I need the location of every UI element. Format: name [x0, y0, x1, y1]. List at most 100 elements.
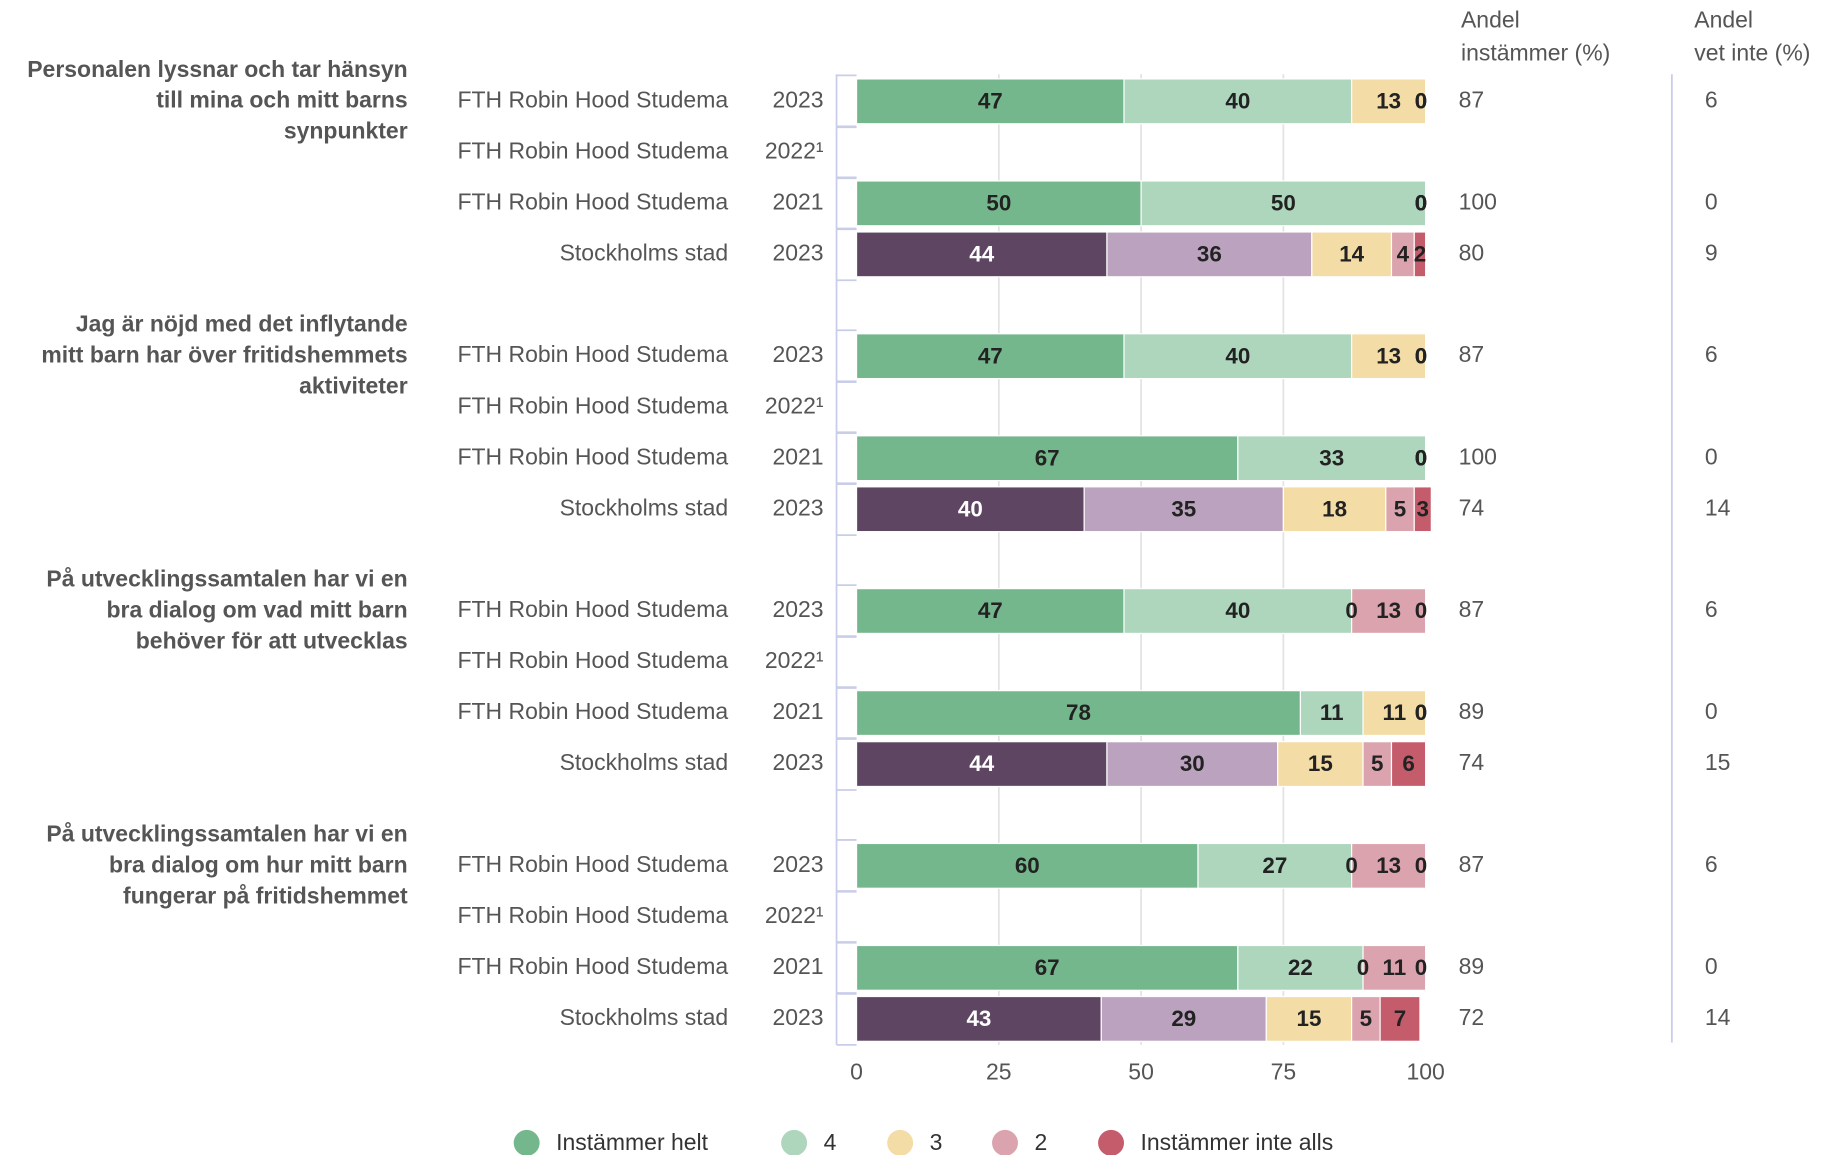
bar-segment: [1140, 180, 1427, 227]
data-label: 0: [1345, 598, 1357, 623]
column-value: 15: [1705, 749, 1731, 775]
bar-segment: [1351, 588, 1427, 634]
row-entity: FTH Robin Hood Studema: [457, 902, 728, 928]
data-label: 0: [1415, 445, 1427, 470]
data-label: 2: [1414, 241, 1426, 266]
bar-segment: [855, 588, 1125, 634]
bar-segment: [1351, 78, 1427, 125]
bar-segment: [1413, 486, 1432, 533]
row-year: 2023: [772, 1004, 823, 1030]
data-label: 40: [958, 496, 983, 521]
data-label: 5: [1360, 1006, 1372, 1031]
column-value: 87: [1459, 86, 1485, 112]
column-value: 89: [1459, 698, 1485, 724]
column-value: 80: [1459, 239, 1485, 265]
data-label: 11: [1320, 700, 1344, 725]
data-label: 18: [1322, 496, 1347, 521]
bar-segment: [1100, 995, 1267, 1042]
data-label: 0: [1415, 190, 1427, 215]
bar-segment: [1362, 944, 1427, 991]
x-tick-label: 25: [986, 1058, 1012, 1084]
data-label: 11: [1383, 955, 1407, 980]
data-label: 13: [1376, 853, 1401, 878]
bar-segment: [1197, 842, 1353, 889]
bar-segment: [1413, 231, 1427, 278]
column-header: Andel: [1694, 6, 1753, 32]
legend-swatch: [513, 1129, 540, 1155]
bar-segment: [1362, 741, 1393, 788]
column-header: instämmer (%): [1461, 39, 1610, 65]
bar-segment: [1123, 588, 1353, 634]
bar-segment: [1123, 333, 1353, 380]
column-value: 72: [1459, 1004, 1485, 1030]
bar-segment: [855, 333, 1125, 380]
bar-segment: [1282, 486, 1387, 533]
row-year: 2021: [772, 188, 823, 214]
row-entity: FTH Robin Hood Studema: [457, 698, 728, 724]
data-label: 43: [966, 1006, 991, 1031]
column-value: 87: [1459, 341, 1485, 367]
row-year: 2023: [772, 341, 823, 367]
data-label: 27: [1262, 853, 1287, 878]
bar-segment: [1379, 995, 1421, 1042]
row-year: 2022¹: [765, 902, 824, 928]
data-label: 40: [1225, 88, 1250, 113]
data-label: 0: [1415, 853, 1427, 878]
row-entity: Stockholms stad: [560, 239, 729, 265]
row-entity: FTH Robin Hood Studema: [457, 137, 728, 163]
column-value: 9: [1705, 239, 1718, 265]
legend-swatch: [992, 1129, 1018, 1155]
question: bra dialog om vad mitt barn: [106, 596, 407, 622]
column-value: 6: [1705, 341, 1718, 367]
data-label: 36: [1197, 241, 1222, 266]
column-header: Andel: [1461, 6, 1520, 32]
bar-segment: [1106, 741, 1279, 788]
data-label: 15: [1308, 751, 1333, 776]
data-label: 0: [1415, 88, 1427, 113]
legend-label: 4: [824, 1129, 837, 1155]
question: aktiviteter: [299, 373, 408, 399]
data-label: 22: [1288, 955, 1313, 980]
question: På utvecklingssamtalen har vi en: [46, 820, 407, 846]
column-value: 14: [1705, 1004, 1731, 1030]
row-entity: FTH Robin Hood Studema: [457, 443, 728, 469]
column-value: 0: [1705, 698, 1718, 724]
data-label: 14: [1339, 241, 1364, 266]
question: synpunkter: [284, 118, 408, 144]
row-entity: FTH Robin Hood Studema: [457, 851, 728, 877]
bar-segment: [1265, 995, 1353, 1042]
data-label: 5: [1371, 751, 1383, 776]
data-label: 5: [1394, 496, 1406, 521]
bar-segment: [855, 842, 1199, 889]
x-tick-label: 75: [1271, 1058, 1297, 1084]
bar-segment: [1083, 486, 1284, 533]
row-entity: FTH Robin Hood Studema: [457, 392, 728, 418]
bar-segment: [1277, 741, 1364, 788]
data-label: 15: [1297, 1006, 1322, 1031]
data-label: 40: [1225, 343, 1250, 368]
row-year: 2023: [772, 86, 823, 112]
data-label: 47: [978, 343, 1003, 368]
data-label: 0: [1415, 955, 1427, 980]
data-label: 29: [1171, 1006, 1196, 1031]
data-label: 7: [1394, 1006, 1406, 1031]
data-label: 0: [1345, 853, 1357, 878]
bar-segment: [1351, 333, 1427, 380]
bar-segment: [855, 78, 1125, 125]
legend-label: 2: [1034, 1129, 1047, 1155]
x-tick-label: 0: [850, 1058, 863, 1084]
data-label: 0: [1357, 955, 1369, 980]
data-label: 33: [1319, 445, 1344, 470]
data-label: 67: [1035, 445, 1060, 470]
data-label: 0: [1415, 700, 1427, 725]
row-year: 2021: [772, 953, 823, 979]
column-header: vet inte (%): [1694, 39, 1810, 65]
row-year: 2023: [772, 749, 823, 775]
bar-segment: [1106, 231, 1313, 278]
question: till mina och mitt barns: [156, 87, 407, 113]
column-value: 0: [1705, 953, 1718, 979]
data-label: 60: [1015, 853, 1040, 878]
row-entity: FTH Robin Hood Studema: [457, 647, 728, 673]
column-value: 6: [1705, 596, 1718, 622]
